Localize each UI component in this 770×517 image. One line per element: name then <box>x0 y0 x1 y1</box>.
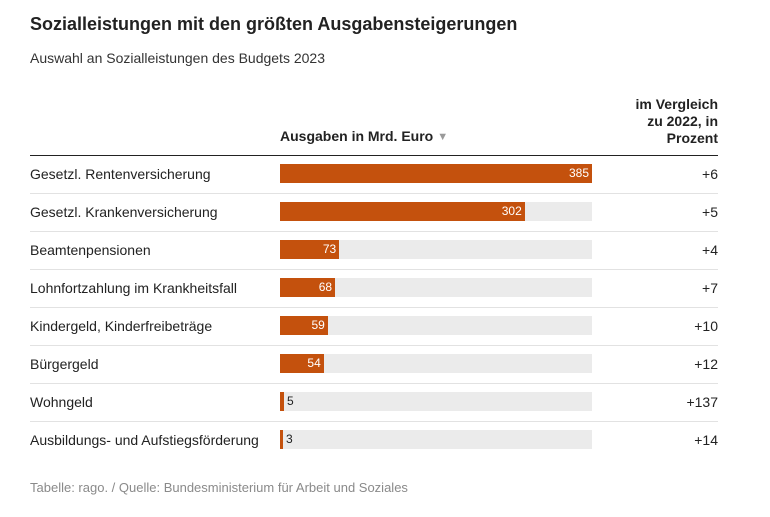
bar-track: 68 <box>280 278 592 297</box>
bar-track: 5 <box>280 392 592 411</box>
change-value: +6 <box>702 166 718 182</box>
row-label: Ausbildungs- und Aufstiegsförderung <box>30 432 259 448</box>
change-value: +5 <box>702 204 718 220</box>
change-value: +12 <box>694 356 718 372</box>
bar-value-label: 68 <box>318 280 333 294</box>
table-row: Wohngeld 5 +137 <box>30 384 718 422</box>
bar-track: 59 <box>280 316 592 335</box>
bar <box>280 202 525 221</box>
bar <box>280 392 285 411</box>
row-label: Gesetzl. Rentenversicherung <box>30 166 211 182</box>
column-header-expenditure-label: Ausgaben in Mrd. Euro <box>280 128 434 144</box>
bar-track: 3 <box>280 430 592 449</box>
row-label: Gesetzl. Krankenversicherung <box>30 204 218 220</box>
sort-descending-icon[interactable]: ▼ <box>437 131 449 143</box>
bar-value-label: 385 <box>568 166 589 180</box>
bar <box>280 164 592 183</box>
table-row: Bürgergeld 54 +12 <box>30 346 718 384</box>
bar-track: 73 <box>280 240 592 259</box>
row-label: Wohngeld <box>30 394 93 410</box>
bar-value-label: 302 <box>501 204 522 218</box>
row-label: Beamtenpensionen <box>30 242 151 258</box>
change-value: +10 <box>694 318 718 334</box>
column-header-change-line: Prozent <box>666 130 718 146</box>
source-note: Tabelle: rago. / Quelle: Bundesministeri… <box>30 480 408 495</box>
bar-value-label: 5 <box>287 394 294 408</box>
table-row: Gesetzl. Rentenversicherung 385 +6 <box>30 156 718 194</box>
header-divider <box>30 155 718 156</box>
chart-title: Sozialleistungen mit den größten Ausgabe… <box>30 14 518 34</box>
table-row: Kindergeld, Kinderfreibeträge 59 +10 <box>30 308 718 346</box>
row-label: Lohnfortzahlung im Krankheitsfall <box>30 280 238 296</box>
change-value: +4 <box>702 242 718 258</box>
bar <box>280 316 328 335</box>
bar-value-label: 54 <box>307 356 321 370</box>
chart-subtitle: Auswahl an Sozialleistungen des Budgets … <box>30 50 325 66</box>
table-row: Ausbildungs- und Aufstiegsförderung 3 +14 <box>30 422 718 460</box>
bar <box>280 430 283 449</box>
change-value: +14 <box>694 432 718 448</box>
change-value: +137 <box>686 394 718 410</box>
table-body: Gesetzl. Rentenversicherung 385 +6 Gesetzl.… <box>30 156 718 460</box>
bar <box>280 278 336 297</box>
bar-track: 54 <box>280 354 592 373</box>
column-header-change-line: im Vergleich <box>635 96 718 112</box>
bar <box>280 240 340 259</box>
change-value: +7 <box>702 280 718 296</box>
table-row: Lohnfortzahlung im Krankheitsfall 68 +7 <box>30 270 718 308</box>
bar-value-label: 3 <box>286 432 293 446</box>
bar-value-label: 59 <box>311 318 325 332</box>
bar-track: 385 <box>280 164 592 183</box>
row-label: Bürgergeld <box>30 356 99 372</box>
bar <box>280 354 324 373</box>
bar-value-label: 73 <box>322 242 337 256</box>
table-row: Beamtenpensionen 73 +4 <box>30 232 718 270</box>
column-header-change[interactable]: im Vergleich zu 2022, in Prozent <box>588 96 718 147</box>
column-header-change-line: zu 2022, in <box>647 113 718 129</box>
column-header-expenditure[interactable]: Ausgaben in Mrd. Euro ▼ <box>280 128 448 144</box>
table-row: Gesetzl. Krankenversicherung 302 +5 <box>30 194 718 232</box>
row-label: Kindergeld, Kinderfreibeträge <box>30 318 213 334</box>
bar-track: 302 <box>280 202 592 221</box>
